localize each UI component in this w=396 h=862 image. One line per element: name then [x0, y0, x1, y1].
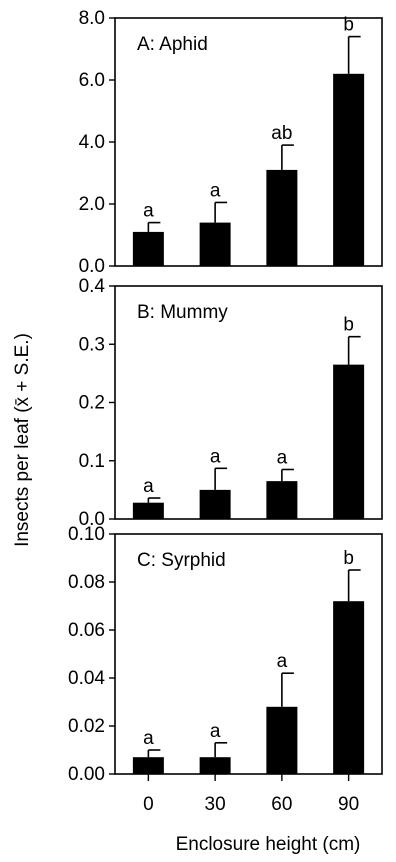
- y-tick-label: 0.4: [79, 276, 106, 297]
- y-tick-label: 8.0: [79, 8, 105, 29]
- bar: [266, 481, 298, 519]
- significance-letter: b: [343, 548, 354, 569]
- significance-letter: ab: [271, 123, 292, 144]
- y-tick-label: 0.1: [79, 451, 105, 472]
- significance-letter: a: [210, 446, 221, 467]
- x-axis: 0 30 60 90: [143, 774, 359, 815]
- significance-letter: a: [143, 476, 154, 497]
- panel-frame: [114, 533, 383, 775]
- y-tick-label: 6.0: [79, 70, 105, 91]
- panel-3: 0.00 0.02 0.04 0.06 0.08 0.10 C: Syrphid a a a b: [68, 524, 383, 785]
- y-tick-label: 0.0: [79, 256, 105, 277]
- y-tick-label: 0.06: [68, 620, 105, 641]
- chart-panels: 0.02.04.06.08.0A: Aphidaaabb0.00.10.20.3…: [68, 8, 383, 785]
- bar: [199, 489, 231, 519]
- bar: [199, 757, 231, 774]
- bar: [199, 222, 231, 266]
- y-tick-label: 4.0: [79, 132, 105, 153]
- y-tick-label: 0.3: [79, 334, 105, 355]
- significance-letter: a: [277, 447, 288, 468]
- significance-letter: b: [343, 315, 354, 336]
- significance-letter: a: [277, 651, 288, 672]
- bar: [132, 502, 164, 519]
- panel-title: B: Mummy: [137, 302, 228, 323]
- y-tick-label: 0.2: [79, 393, 105, 414]
- bar: [333, 364, 365, 519]
- y-tick-label: 0.04: [68, 668, 105, 689]
- x-tick-label: 90: [338, 794, 359, 815]
- significance-letter: b: [343, 15, 354, 36]
- panel-1: 0.0 2.0 4.0 6.0 8.0 A: Aphid a a ab b: [79, 8, 383, 277]
- bar: [333, 601, 365, 774]
- y-tick-label: 0.00: [68, 764, 105, 785]
- significance-letter: a: [143, 728, 154, 749]
- panel-2: 0.0 0.1 0.2 0.3 0.4 B: Mummy a a a b: [79, 276, 383, 530]
- y-tick-label: 2.0: [79, 194, 105, 215]
- significance-letter: a: [210, 721, 221, 742]
- y-tick-label: 0.10: [68, 524, 105, 545]
- bar: [333, 73, 365, 266]
- bar: [132, 757, 164, 774]
- bar: [266, 706, 298, 774]
- significance-letter: a: [143, 201, 154, 222]
- bar: [266, 169, 298, 266]
- bar: [132, 231, 164, 266]
- x-tick-label: 0: [143, 794, 154, 815]
- y-tick-label: 0.0: [79, 509, 105, 530]
- panel-title: A: Aphid: [137, 34, 208, 55]
- x-tick-label: 60: [271, 794, 292, 815]
- x-tick-label: 30: [205, 794, 226, 815]
- x-axis-title: Enclosure height (cm): [176, 834, 361, 855]
- y-tick-label: 0.08: [68, 572, 105, 593]
- y-axis-title: Insects per leaf (x̄ + S.E.): [12, 333, 33, 547]
- significance-letter: a: [210, 180, 221, 201]
- panel-title: C: Syrphid: [137, 550, 226, 571]
- y-tick-label: 0.02: [68, 716, 105, 737]
